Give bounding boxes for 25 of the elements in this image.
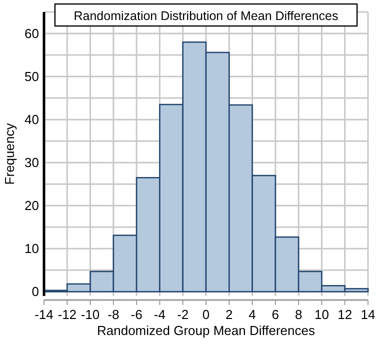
x-tick-label: -6 xyxy=(130,307,142,322)
x-tick-label: -10 xyxy=(80,307,100,322)
x-tick-label: -14 xyxy=(34,307,54,322)
x-tick-label: -4 xyxy=(154,307,166,322)
x-tick-label: 12 xyxy=(338,307,352,322)
y-tick-label: 0 xyxy=(32,284,39,300)
y-tick-label: 30 xyxy=(24,155,39,170)
chart-title: Randomization Distribution of Mean Differences xyxy=(74,9,338,23)
x-tick-label: 6 xyxy=(272,307,280,322)
x-tick-label: 14 xyxy=(360,307,376,322)
x-tick-label: 4 xyxy=(248,307,256,322)
y-tick-label: 60 xyxy=(24,26,39,42)
y-tick-label: 50 xyxy=(24,69,39,84)
x-tick-label: -2 xyxy=(177,307,189,322)
y-axis-title: Frequency xyxy=(2,122,17,185)
x-axis-title: Randomized Group Mean Differences xyxy=(97,323,316,338)
x-tick-label: 2 xyxy=(226,307,233,322)
x-tick-label: 10 xyxy=(314,307,329,322)
x-tick-label: -8 xyxy=(108,307,120,322)
y-tick-label: 20 xyxy=(24,198,39,214)
x-tick-label: 0 xyxy=(202,307,210,322)
y-tick-label: 40 xyxy=(24,112,39,128)
y-tick-label: 10 xyxy=(24,241,39,256)
x-tick-label: 8 xyxy=(294,307,302,322)
x-tick-label: -12 xyxy=(58,307,77,322)
